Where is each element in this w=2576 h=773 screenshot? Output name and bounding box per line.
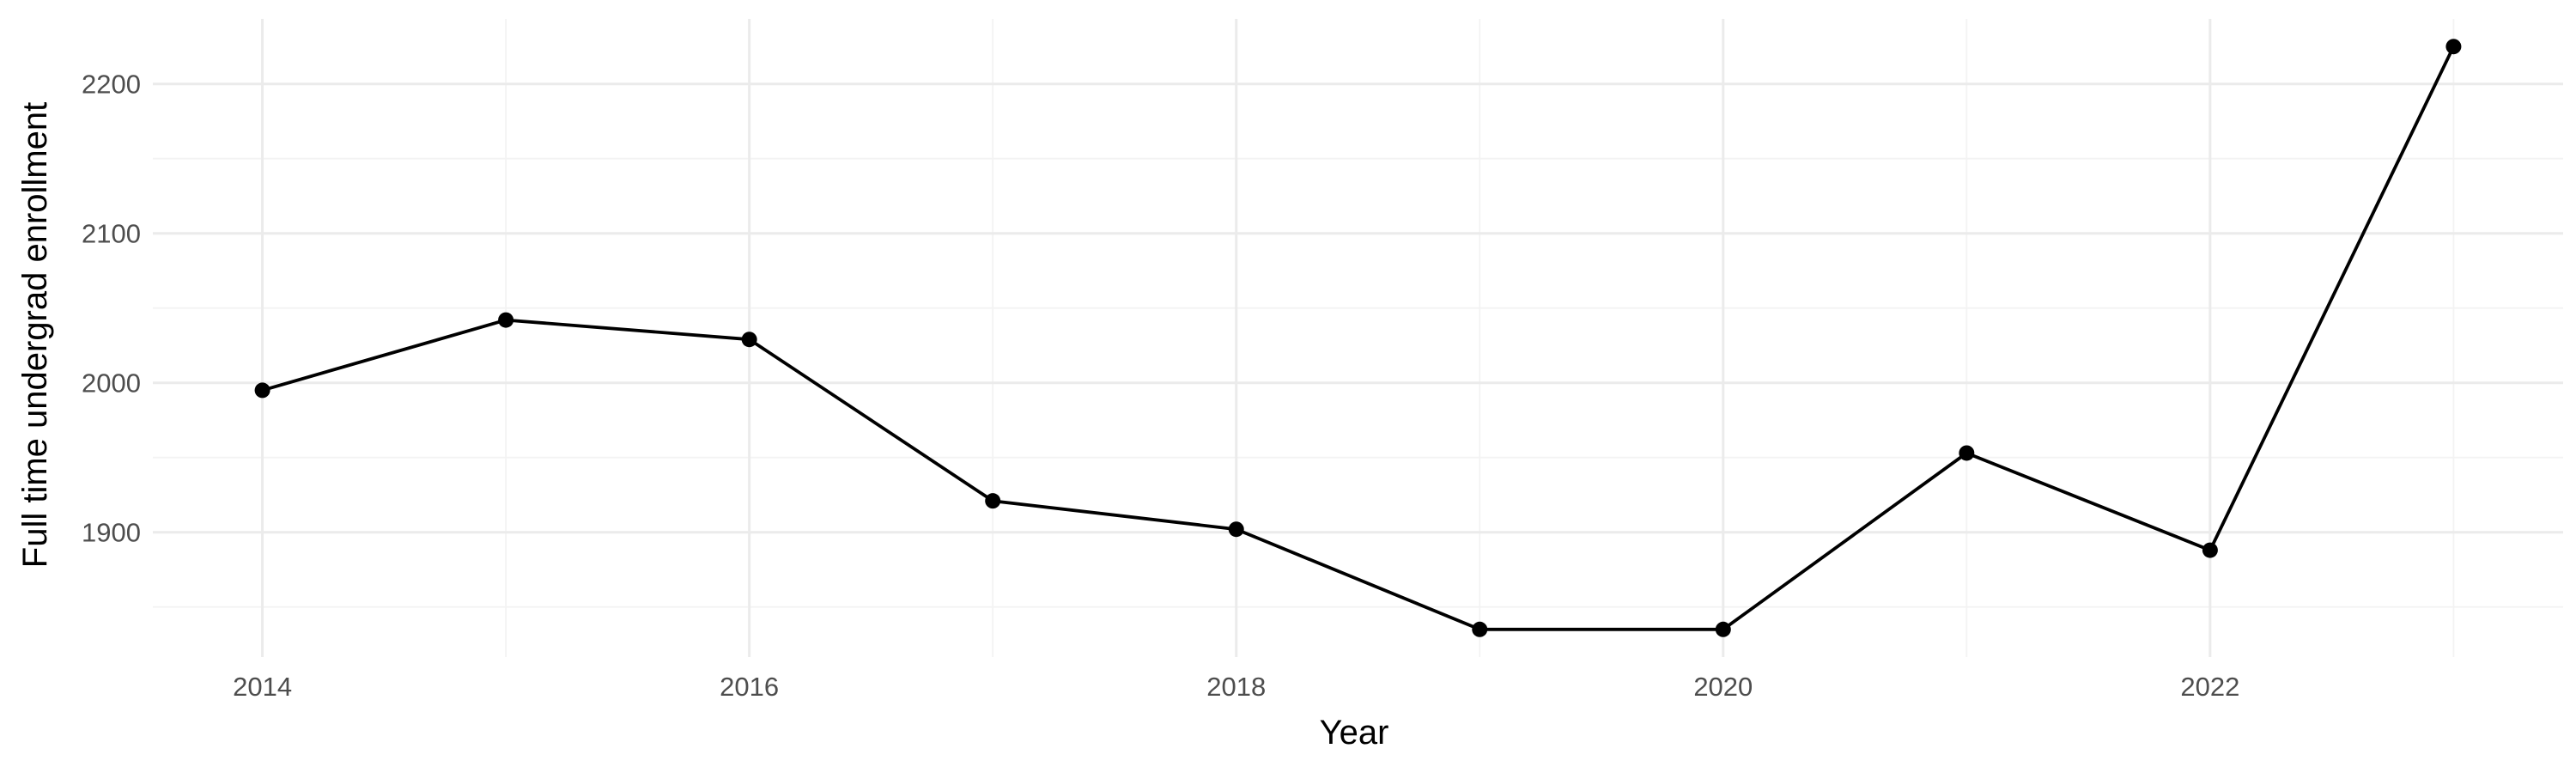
data-point [1715,621,1731,637]
y-tick-label: 1900 [82,518,141,548]
series-line [262,46,2456,631]
grid [153,19,2563,657]
data-point [1228,521,1244,538]
data-point [985,493,1001,509]
y-axis-ticks: 1900 2000 2100 2200 [82,70,141,548]
data-point [2202,542,2218,558]
data-point [2445,39,2462,55]
y-tick-label: 2200 [82,70,141,100]
x-tick-label: 2016 [720,672,779,702]
y-tick-label: 2000 [82,368,141,399]
y-tick-label: 2100 [82,219,141,249]
data-point [254,382,270,399]
data-point [741,332,757,348]
data-point [1472,621,1488,637]
x-tick-label: 2018 [1206,672,1266,702]
x-axis-title: Year [1320,714,1389,752]
x-tick-label: 2022 [2180,672,2239,702]
x-tick-label: 2020 [1693,672,1753,702]
y-axis-title: Full time undergrad enrollment [16,102,54,568]
series [254,39,2462,637]
x-tick-label: 2014 [233,672,292,702]
x-axis-ticks: 2014 2016 2018 2020 2022 [233,672,2239,702]
data-point [1959,445,1975,461]
data-point [498,312,514,328]
